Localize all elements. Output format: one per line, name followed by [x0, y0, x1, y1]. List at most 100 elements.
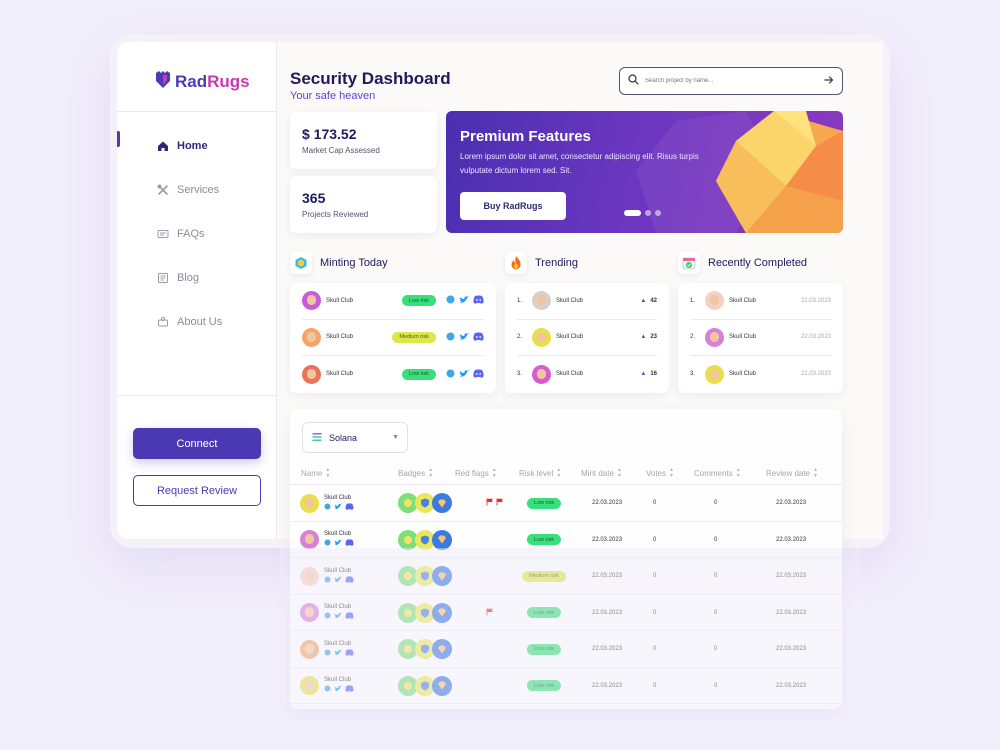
project-name: Skull Club — [326, 371, 354, 378]
twitter-icon[interactable] — [334, 685, 342, 694]
discord-icon[interactable] — [345, 649, 354, 658]
list-item[interactable]: 3. Skull Club 22.03.2023 — [690, 356, 831, 393]
triangle-up-icon: ▲ — [640, 371, 647, 378]
check-badge-icon — [398, 493, 418, 514]
list-item[interactable]: Skull Club Low risk — [302, 283, 484, 320]
list-item[interactable]: 1. Skull Club ▲ 42 — [517, 283, 657, 320]
list-item[interactable]: Skull Club Low risk — [302, 356, 484, 393]
review-date: 22.03.2023 — [776, 682, 807, 689]
discord-icon[interactable] — [345, 503, 354, 512]
rank-number: 1. — [690, 297, 696, 304]
buy-radrugs-button[interactable]: Buy RadRugs — [460, 192, 566, 220]
globe-icon[interactable] — [446, 295, 455, 306]
sidebar-item-about-us[interactable]: About Us — [117, 300, 277, 344]
section-title: Recently Completed — [708, 257, 808, 269]
arrow-right-icon[interactable] — [824, 72, 834, 90]
sidebar-item-blog[interactable]: Blog — [117, 256, 277, 300]
blog-icon — [157, 272, 169, 284]
discord-icon[interactable] — [473, 369, 484, 380]
badges — [398, 558, 452, 595]
risk-badge: Low risk — [401, 295, 436, 307]
twitter-icon[interactable] — [334, 503, 342, 512]
carousel-dot[interactable] — [645, 210, 651, 216]
comments: 0 — [714, 536, 718, 543]
twitter-icon[interactable] — [459, 369, 469, 380]
table-row[interactable]: Skull Club Low risk 22.03.2023 0 0 22.03.2023 — [290, 631, 842, 668]
globe-icon[interactable] — [324, 576, 331, 585]
list-item[interactable]: 1. Skull Club 22.03.2023 — [690, 283, 831, 320]
discord-icon[interactable] — [473, 332, 484, 343]
sidebar-item-faqs[interactable]: FAQs — [117, 212, 277, 256]
globe-icon[interactable] — [324, 539, 331, 548]
project-name: Skull Club — [324, 604, 352, 611]
project-name: Skull Club — [556, 297, 584, 304]
rank-number: 3. — [690, 371, 696, 378]
red-flag-icon — [496, 498, 504, 508]
sidebar-divider — [117, 111, 277, 112]
twitter-icon[interactable] — [459, 295, 469, 306]
search-bar[interactable] — [619, 67, 843, 95]
twitter-icon[interactable] — [334, 576, 342, 585]
sort-icon: ▴ ▾ — [670, 467, 674, 479]
stat-label: Market Cap Assessed — [302, 146, 380, 155]
col-header-risk-level[interactable]: Risk level ▴ ▾ — [519, 467, 561, 479]
globe-icon[interactable] — [446, 369, 455, 380]
chain-select[interactable]: Solana ▼ — [302, 422, 408, 453]
connect-button[interactable]: Connect — [133, 428, 261, 459]
globe-icon[interactable] — [446, 332, 455, 343]
col-header-red-flags[interactable]: Red flags ▴ ▾ — [455, 467, 496, 479]
list-item[interactable]: Skull Club Medium risk — [302, 320, 484, 357]
globe-icon[interactable] — [324, 649, 331, 658]
table-row[interactable]: Skull Club Low risk 22.03.2023 0 0 22.03.2023 — [290, 668, 842, 704]
avatar — [532, 327, 551, 347]
list-item[interactable]: 2. Skull Club 22.03.2023 — [690, 320, 831, 357]
avatar — [300, 639, 319, 659]
trending-header: Trending — [505, 252, 578, 274]
globe-icon[interactable] — [324, 612, 331, 621]
table-row[interactable]: Skull Club Low risk 22.03.2023 0 0 22.03.2023 — [290, 595, 842, 631]
premium-banner: Premium Features Lorem ipsum dolor sit a… — [446, 111, 843, 233]
list-item[interactable]: 2. Skull Club ▲ 23 — [517, 320, 657, 357]
twitter-icon[interactable] — [334, 649, 342, 658]
twitter-icon[interactable] — [334, 539, 342, 548]
discord-icon[interactable] — [345, 612, 354, 621]
list-item[interactable]: 3. Skull Club ▲ 16 — [517, 356, 657, 393]
table-row[interactable]: Skull Club Low risk 22.03.2023 0 0 22.03.2023 — [290, 485, 842, 522]
globe-icon[interactable] — [324, 685, 331, 694]
brand-logo[interactable]: RadRugs — [155, 70, 250, 93]
calendar-check-icon — [678, 252, 700, 274]
discord-icon[interactable] — [345, 576, 354, 585]
discord-icon[interactable] — [345, 685, 354, 694]
col-header-name[interactable]: Name ▴ ▾ — [301, 467, 330, 479]
discord-icon[interactable] — [345, 539, 354, 548]
discord-icon[interactable] — [473, 295, 484, 306]
twitter-icon[interactable] — [459, 332, 469, 343]
sidebar-item-services[interactable]: Services — [117, 168, 277, 212]
col-header-badges[interactable]: Badges ▴ ▾ — [398, 467, 433, 479]
page-title: Security Dashboard — [290, 69, 451, 88]
sidebar-item-home[interactable]: Home — [117, 124, 277, 168]
table-row[interactable]: Skull Club Medium risk 22.03.2023 0 0 22.03.2… — [290, 558, 842, 595]
mint-date: 22.03.2023 — [592, 646, 623, 653]
trending-card: 1. Skull Club ▲ 42 2. Skull Club ▲ 23 3. S… — [505, 283, 669, 393]
twitter-icon[interactable] — [334, 612, 342, 621]
carousel-dot[interactable] — [655, 210, 661, 216]
col-header-comments[interactable]: Comments ▴ ▾ — [694, 467, 740, 479]
sort-icon: ▴ ▾ — [814, 467, 818, 479]
votes: 0 — [653, 682, 657, 689]
page-subtitle: Your safe heaven — [290, 90, 376, 102]
avatar — [302, 291, 321, 311]
chevron-down-icon: ▼ — [392, 434, 399, 441]
review-date: 22.03.2023 — [776, 536, 807, 543]
table-row[interactable]: Skull Club Low risk 22.03.2023 0 0 22.03.2023 — [290, 522, 842, 558]
search-input[interactable] — [645, 78, 818, 84]
globe-icon[interactable] — [324, 503, 331, 512]
request-review-button[interactable]: Request Review — [133, 475, 261, 506]
social-links — [446, 295, 484, 306]
col-header-review-date[interactable]: Review date ▴ ▾ — [766, 467, 818, 479]
diamond-badge-icon — [432, 675, 452, 696]
risk-badge: Low risk — [526, 680, 562, 692]
col-header-votes[interactable]: Votes ▴ ▾ — [646, 467, 674, 479]
carousel-dot[interactable] — [624, 210, 641, 216]
col-header-mint-date[interactable]: Mint date ▴ ▾ — [581, 467, 621, 479]
